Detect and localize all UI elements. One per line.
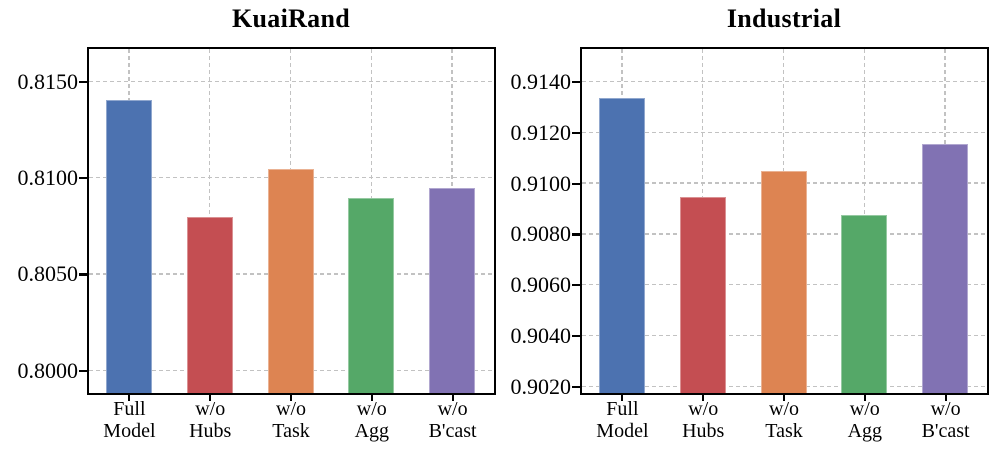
y-tick-label: 0.9040 (510, 323, 572, 349)
y-tick-label: 0.9080 (510, 221, 572, 247)
x-tick-label: w/o B'cast (428, 398, 477, 442)
plot-area-industrial (579, 46, 989, 395)
bar-w-o-b-cast (429, 188, 476, 393)
bar-w-o-b-cast (922, 143, 969, 393)
y-tick-mark (572, 182, 580, 185)
bar-w-o-task (760, 171, 807, 393)
x-tick-mark (782, 394, 786, 401)
bar-w-o-hubs (679, 196, 726, 393)
y-tick-mark (572, 131, 580, 134)
x-tick-label: Full Model (596, 398, 649, 442)
x-tick-label: w/o Task (765, 398, 803, 442)
x-tick-mark (702, 394, 705, 401)
y-tick-mark (572, 284, 580, 287)
bar-full-model (105, 99, 152, 393)
y-tick-label: 0.9120 (510, 119, 572, 145)
x-tick-label: w/o Hubs (189, 398, 232, 442)
y-tick-mark (79, 80, 87, 83)
y-tick-label: 0.9140 (510, 69, 572, 95)
bar-full-model (598, 97, 645, 393)
y-tick-mark (79, 369, 87, 372)
y-tick-mark (572, 335, 580, 338)
y-tick-mark (572, 233, 580, 236)
y-tick-label: 0.8100 (17, 165, 79, 191)
chart-title-kuairand: KuaiRand (231, 4, 350, 33)
y-tick-mark (79, 273, 87, 276)
y-tick-mark (572, 385, 580, 388)
y-tick-label: 0.9060 (510, 272, 572, 298)
plot-area-kuairand (86, 46, 496, 395)
x-tick-label: w/o Task (272, 398, 310, 442)
x-tick-label: w/o Hubs (682, 398, 725, 442)
y-tick-mark (572, 80, 580, 84)
y-tick-label: 0.8150 (17, 68, 79, 94)
x-tick-mark (944, 394, 947, 401)
x-tick-label: Full Model (103, 398, 156, 442)
chart-title-industrial: Industrial (726, 4, 842, 33)
x-tick-mark (863, 394, 866, 401)
y-tick-mark (79, 177, 87, 180)
y-tick-label: 0.9020 (510, 373, 572, 399)
x-tick-mark (209, 394, 212, 401)
x-tick-label: w/o B'cast (921, 398, 970, 442)
x-tick-mark (451, 394, 454, 401)
y-tick-label: 0.8050 (17, 261, 79, 287)
x-tick-label: w/o Agg (354, 398, 390, 442)
bar-w-o-agg (841, 214, 888, 393)
bar-w-o-task (267, 168, 314, 393)
bar-w-o-agg (348, 197, 395, 393)
x-tick-label: w/o Agg (847, 398, 883, 442)
y-tick-label: 0.8000 (17, 357, 79, 383)
x-tick-mark (289, 394, 293, 401)
x-tick-mark (370, 394, 373, 401)
y-tick-label: 0.9100 (510, 170, 572, 196)
bar-w-o-hubs (186, 217, 233, 393)
x-tick-mark (128, 394, 131, 401)
x-tick-mark (621, 394, 624, 401)
